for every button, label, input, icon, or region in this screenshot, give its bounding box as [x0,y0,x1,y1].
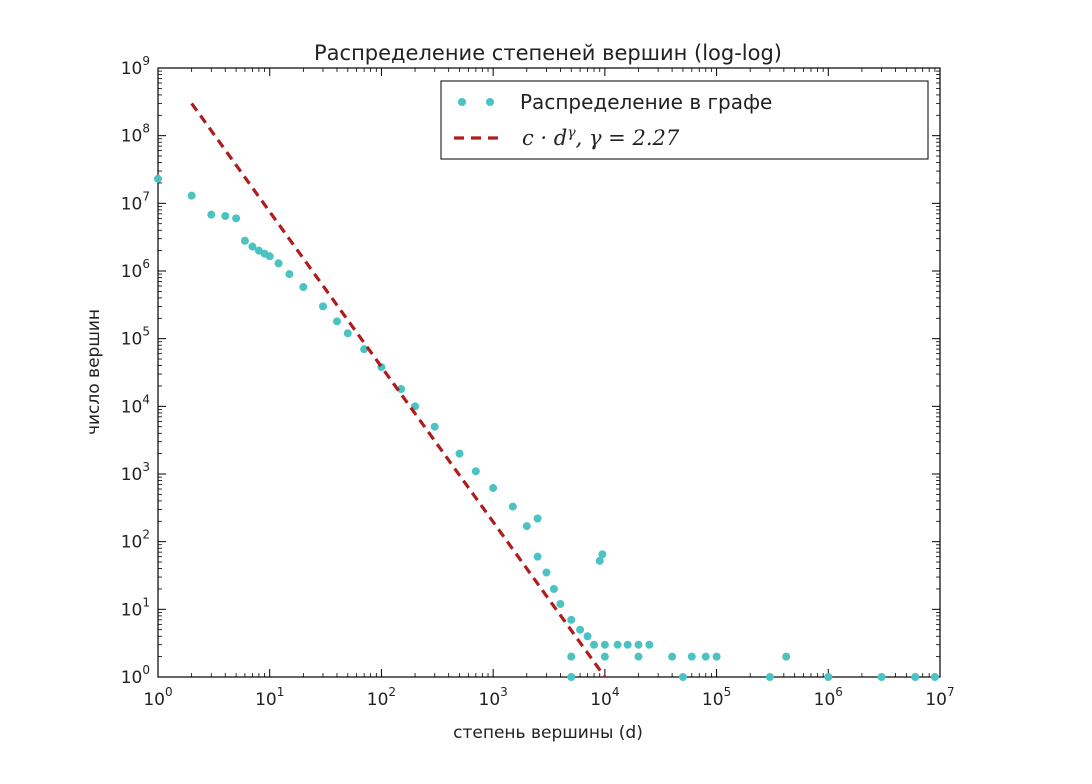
data-point [687,652,696,661]
x-tick-label: 100 [143,685,172,710]
legend: Распределение в графе c · dγ, γ = 2.27 [440,80,929,160]
data-point [598,550,607,559]
data-point [634,640,643,649]
data-point [508,502,517,511]
y-tick-label: 105 [121,325,150,350]
data-point [930,673,939,681]
data-point [712,652,721,661]
data-point [397,385,406,394]
data-point [248,242,257,251]
data-point [221,211,230,220]
data-point [455,449,464,458]
fit-line-segment [190,102,607,678]
y-tick-label: 107 [121,189,150,214]
data-point [595,556,604,565]
data-point [600,640,609,649]
y-tick-label: 101 [121,595,150,620]
legend-box [440,80,929,160]
y-tick-label: 108 [121,122,150,147]
data-point [549,584,558,593]
data-point [207,210,216,219]
x-tick-label: 104 [590,685,619,710]
y-tick-label: 100 [121,663,150,688]
data-point [824,673,833,681]
data-point [877,673,886,681]
data-point [489,484,498,493]
data-point [187,191,196,200]
data-point [634,652,643,661]
data-point [600,652,609,661]
data-point [274,259,283,268]
data-point [533,552,542,561]
x-tick-label: 103 [479,685,508,710]
data-point [590,640,599,649]
data-point [782,652,791,661]
data-point [668,652,677,661]
data-point [542,568,551,577]
y-tick-label: 109 [121,54,150,79]
data-point [319,302,328,311]
data-point [533,514,542,523]
x-axis-label: степень вершины (d) [453,723,643,743]
data-point [556,599,565,608]
x-tick-label: 101 [255,685,284,710]
legend-label-scatter: Распределение в графе [520,90,772,114]
data-point [299,283,308,292]
data-point [623,640,632,649]
power-law-fit-line [190,102,607,678]
y-tick-label: 104 [121,392,150,417]
data-point [154,174,162,183]
data-point [332,317,341,326]
y-axis-label: число вершин [84,309,104,435]
data-point [678,673,687,681]
data-point [265,252,274,261]
data-point [613,640,622,649]
y-tick-label: 102 [121,528,150,553]
x-tick-label: 106 [814,685,843,710]
data-point [645,640,654,649]
data-point [576,625,585,634]
y-tick-label: 103 [121,460,150,485]
y-tick-label: 106 [121,257,150,282]
data-point [360,345,369,354]
data-point [765,673,774,681]
x-tick-label: 107 [925,685,954,710]
data-point [285,270,294,279]
data-point [343,329,352,338]
x-tick-label: 102 [367,685,396,710]
data-point [232,214,241,223]
data-point [911,673,920,681]
x-tick-label: 105 [702,685,731,710]
data-point [567,673,576,681]
legend-marker-scatter [458,98,494,106]
data-point [471,467,480,476]
chart-title: Распределение степеней вершин (log-log) [314,41,782,65]
axis-tick-labels: 100 101 102 103 104 105 106 107 100 101 102 103 104 1… [121,54,955,710]
data-point [430,422,439,431]
scatter-series [154,174,939,681]
data-point [522,522,531,531]
data-point [701,652,710,661]
data-point [567,615,576,624]
data-point [583,632,592,641]
legend-label-fit: c · dγ, γ = 2.27 [522,125,680,150]
data-point [240,236,249,245]
data-point [567,652,576,661]
